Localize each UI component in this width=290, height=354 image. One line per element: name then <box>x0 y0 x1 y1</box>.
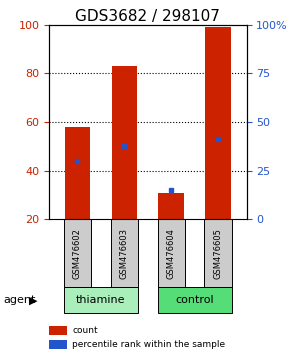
Bar <box>64 287 138 313</box>
Bar <box>205 27 231 219</box>
Text: GSM476603: GSM476603 <box>120 228 129 279</box>
Text: thiamine: thiamine <box>76 295 126 305</box>
Bar <box>64 219 91 287</box>
Text: count: count <box>72 326 98 336</box>
Text: percentile rank within the sample: percentile rank within the sample <box>72 340 226 349</box>
Text: GSM476605: GSM476605 <box>214 228 223 279</box>
Bar <box>157 287 232 313</box>
Text: agent: agent <box>3 295 35 305</box>
Text: GSM476602: GSM476602 <box>73 228 82 279</box>
Text: control: control <box>175 295 214 305</box>
Bar <box>65 127 90 219</box>
Bar <box>112 66 137 219</box>
Bar <box>158 193 184 219</box>
Text: ▶: ▶ <box>29 295 37 305</box>
Bar <box>110 219 138 287</box>
Bar <box>204 219 232 287</box>
Title: GDS3682 / 298107: GDS3682 / 298107 <box>75 8 220 24</box>
Bar <box>157 219 185 287</box>
Text: GSM476604: GSM476604 <box>167 228 176 279</box>
